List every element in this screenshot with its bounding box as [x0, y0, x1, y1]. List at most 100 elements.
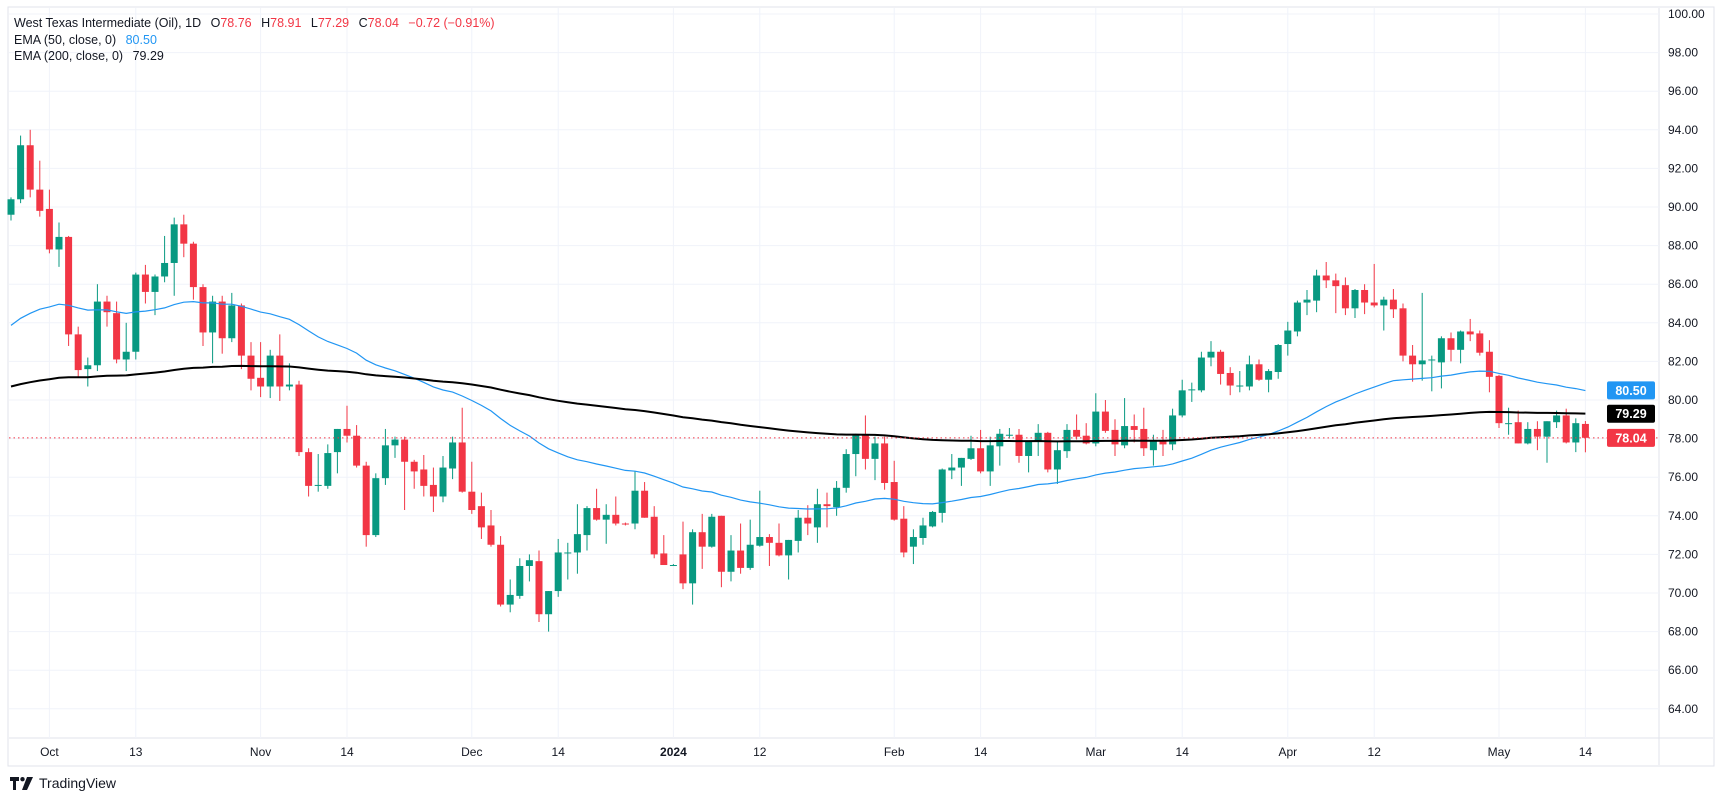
candle[interactable] — [1322, 262, 1330, 289]
candle[interactable] — [775, 523, 783, 557]
candle[interactable] — [26, 129, 34, 198]
candle[interactable] — [890, 460, 898, 521]
candle[interactable] — [93, 284, 101, 372]
candle[interactable] — [468, 461, 476, 514]
candle[interactable] — [1265, 369, 1273, 393]
candle[interactable] — [362, 461, 370, 547]
candle[interactable] — [1159, 429, 1167, 456]
candle[interactable] — [372, 473, 380, 538]
candle[interactable] — [1236, 371, 1244, 393]
candle[interactable] — [689, 529, 697, 605]
candle[interactable] — [900, 506, 908, 558]
legend-ema50-row[interactable]: EMA (50, close, 0) 80.50 — [14, 32, 495, 49]
candle[interactable] — [497, 536, 505, 607]
candle[interactable] — [823, 492, 831, 528]
candle[interactable] — [305, 448, 313, 497]
candle[interactable] — [1217, 349, 1225, 385]
candle[interactable] — [180, 214, 188, 258]
candle[interactable] — [170, 217, 178, 296]
candle[interactable] — [45, 189, 53, 254]
candle[interactable] — [1226, 367, 1234, 396]
candle[interactable] — [343, 405, 351, 443]
candle[interactable] — [314, 454, 322, 492]
candle[interactable] — [1188, 382, 1196, 402]
candle[interactable] — [804, 505, 812, 536]
candle[interactable] — [36, 160, 44, 217]
candle[interactable] — [1101, 400, 1109, 433]
candle[interactable] — [593, 488, 601, 521]
candle[interactable] — [1140, 407, 1148, 456]
candle[interactable] — [957, 457, 965, 486]
candle[interactable] — [353, 425, 361, 468]
candle[interactable] — [391, 436, 399, 458]
candle[interactable] — [429, 467, 437, 512]
candle[interactable] — [161, 235, 169, 283]
candle[interactable] — [1418, 292, 1426, 381]
candle[interactable] — [1341, 277, 1349, 316]
candle[interactable] — [602, 504, 610, 544]
candle[interactable] — [141, 264, 149, 304]
candle[interactable] — [612, 496, 620, 526]
candle[interactable] — [1053, 441, 1061, 484]
candle[interactable] — [717, 515, 725, 588]
candle[interactable] — [410, 459, 418, 489]
tradingview-brand[interactable]: TradingView — [10, 775, 116, 791]
candle[interactable] — [1025, 440, 1033, 473]
candle[interactable] — [583, 506, 591, 551]
candle[interactable] — [669, 564, 677, 567]
candle[interactable] — [257, 342, 265, 398]
candle[interactable] — [1207, 341, 1215, 367]
candle[interactable] — [1111, 419, 1119, 456]
candle[interactable] — [1389, 289, 1397, 318]
candle[interactable] — [785, 539, 793, 580]
candle[interactable] — [967, 435, 975, 460]
candle[interactable] — [765, 534, 773, 566]
candle[interactable] — [871, 436, 879, 481]
candle[interactable] — [545, 591, 553, 632]
candle[interactable] — [1466, 318, 1474, 342]
candle[interactable] — [1495, 374, 1503, 428]
candle[interactable] — [1332, 273, 1340, 314]
candle[interactable] — [1303, 289, 1311, 316]
candle[interactable] — [1351, 289, 1359, 318]
candle[interactable] — [794, 510, 802, 553]
candle[interactable] — [977, 429, 985, 474]
candle[interactable] — [487, 510, 495, 547]
candle[interactable] — [55, 222, 63, 267]
candle[interactable] — [295, 380, 303, 456]
candle[interactable] — [189, 241, 197, 300]
candle[interactable] — [1524, 422, 1532, 445]
candle[interactable] — [65, 235, 73, 346]
candle[interactable] — [7, 197, 15, 221]
candle[interactable] — [516, 558, 524, 599]
candle[interactable] — [929, 510, 937, 528]
symbol-title[interactable]: West Texas Intermediate (Oil), 1D — [14, 16, 202, 30]
candle[interactable] — [986, 436, 994, 486]
candle[interactable] — [324, 444, 332, 489]
candle[interactable] — [1399, 303, 1407, 362]
candle[interactable] — [1015, 428, 1023, 463]
candle[interactable] — [218, 295, 226, 354]
candle[interactable] — [1380, 296, 1388, 331]
candle[interactable] — [881, 436, 889, 490]
candle[interactable] — [449, 436, 457, 480]
candle[interactable] — [506, 579, 514, 613]
candle[interactable] — [1572, 418, 1580, 453]
candle[interactable] — [1073, 414, 1081, 440]
candle[interactable] — [151, 274, 159, 316]
candle[interactable] — [919, 517, 927, 545]
candle[interactable] — [909, 529, 917, 565]
candle[interactable] — [525, 554, 533, 582]
candle[interactable] — [1005, 427, 1013, 439]
candle[interactable] — [660, 535, 668, 566]
candle[interactable] — [285, 363, 293, 391]
candle[interactable] — [1409, 344, 1417, 382]
candle[interactable] — [420, 455, 428, 497]
candle[interactable] — [564, 542, 572, 580]
candle[interactable] — [209, 295, 217, 364]
candle[interactable] — [237, 303, 245, 370]
candle[interactable] — [1044, 431, 1052, 473]
candle[interactable] — [1293, 300, 1301, 337]
legend-ema200-row[interactable]: EMA (200, close, 0) 79.29 — [14, 48, 495, 65]
